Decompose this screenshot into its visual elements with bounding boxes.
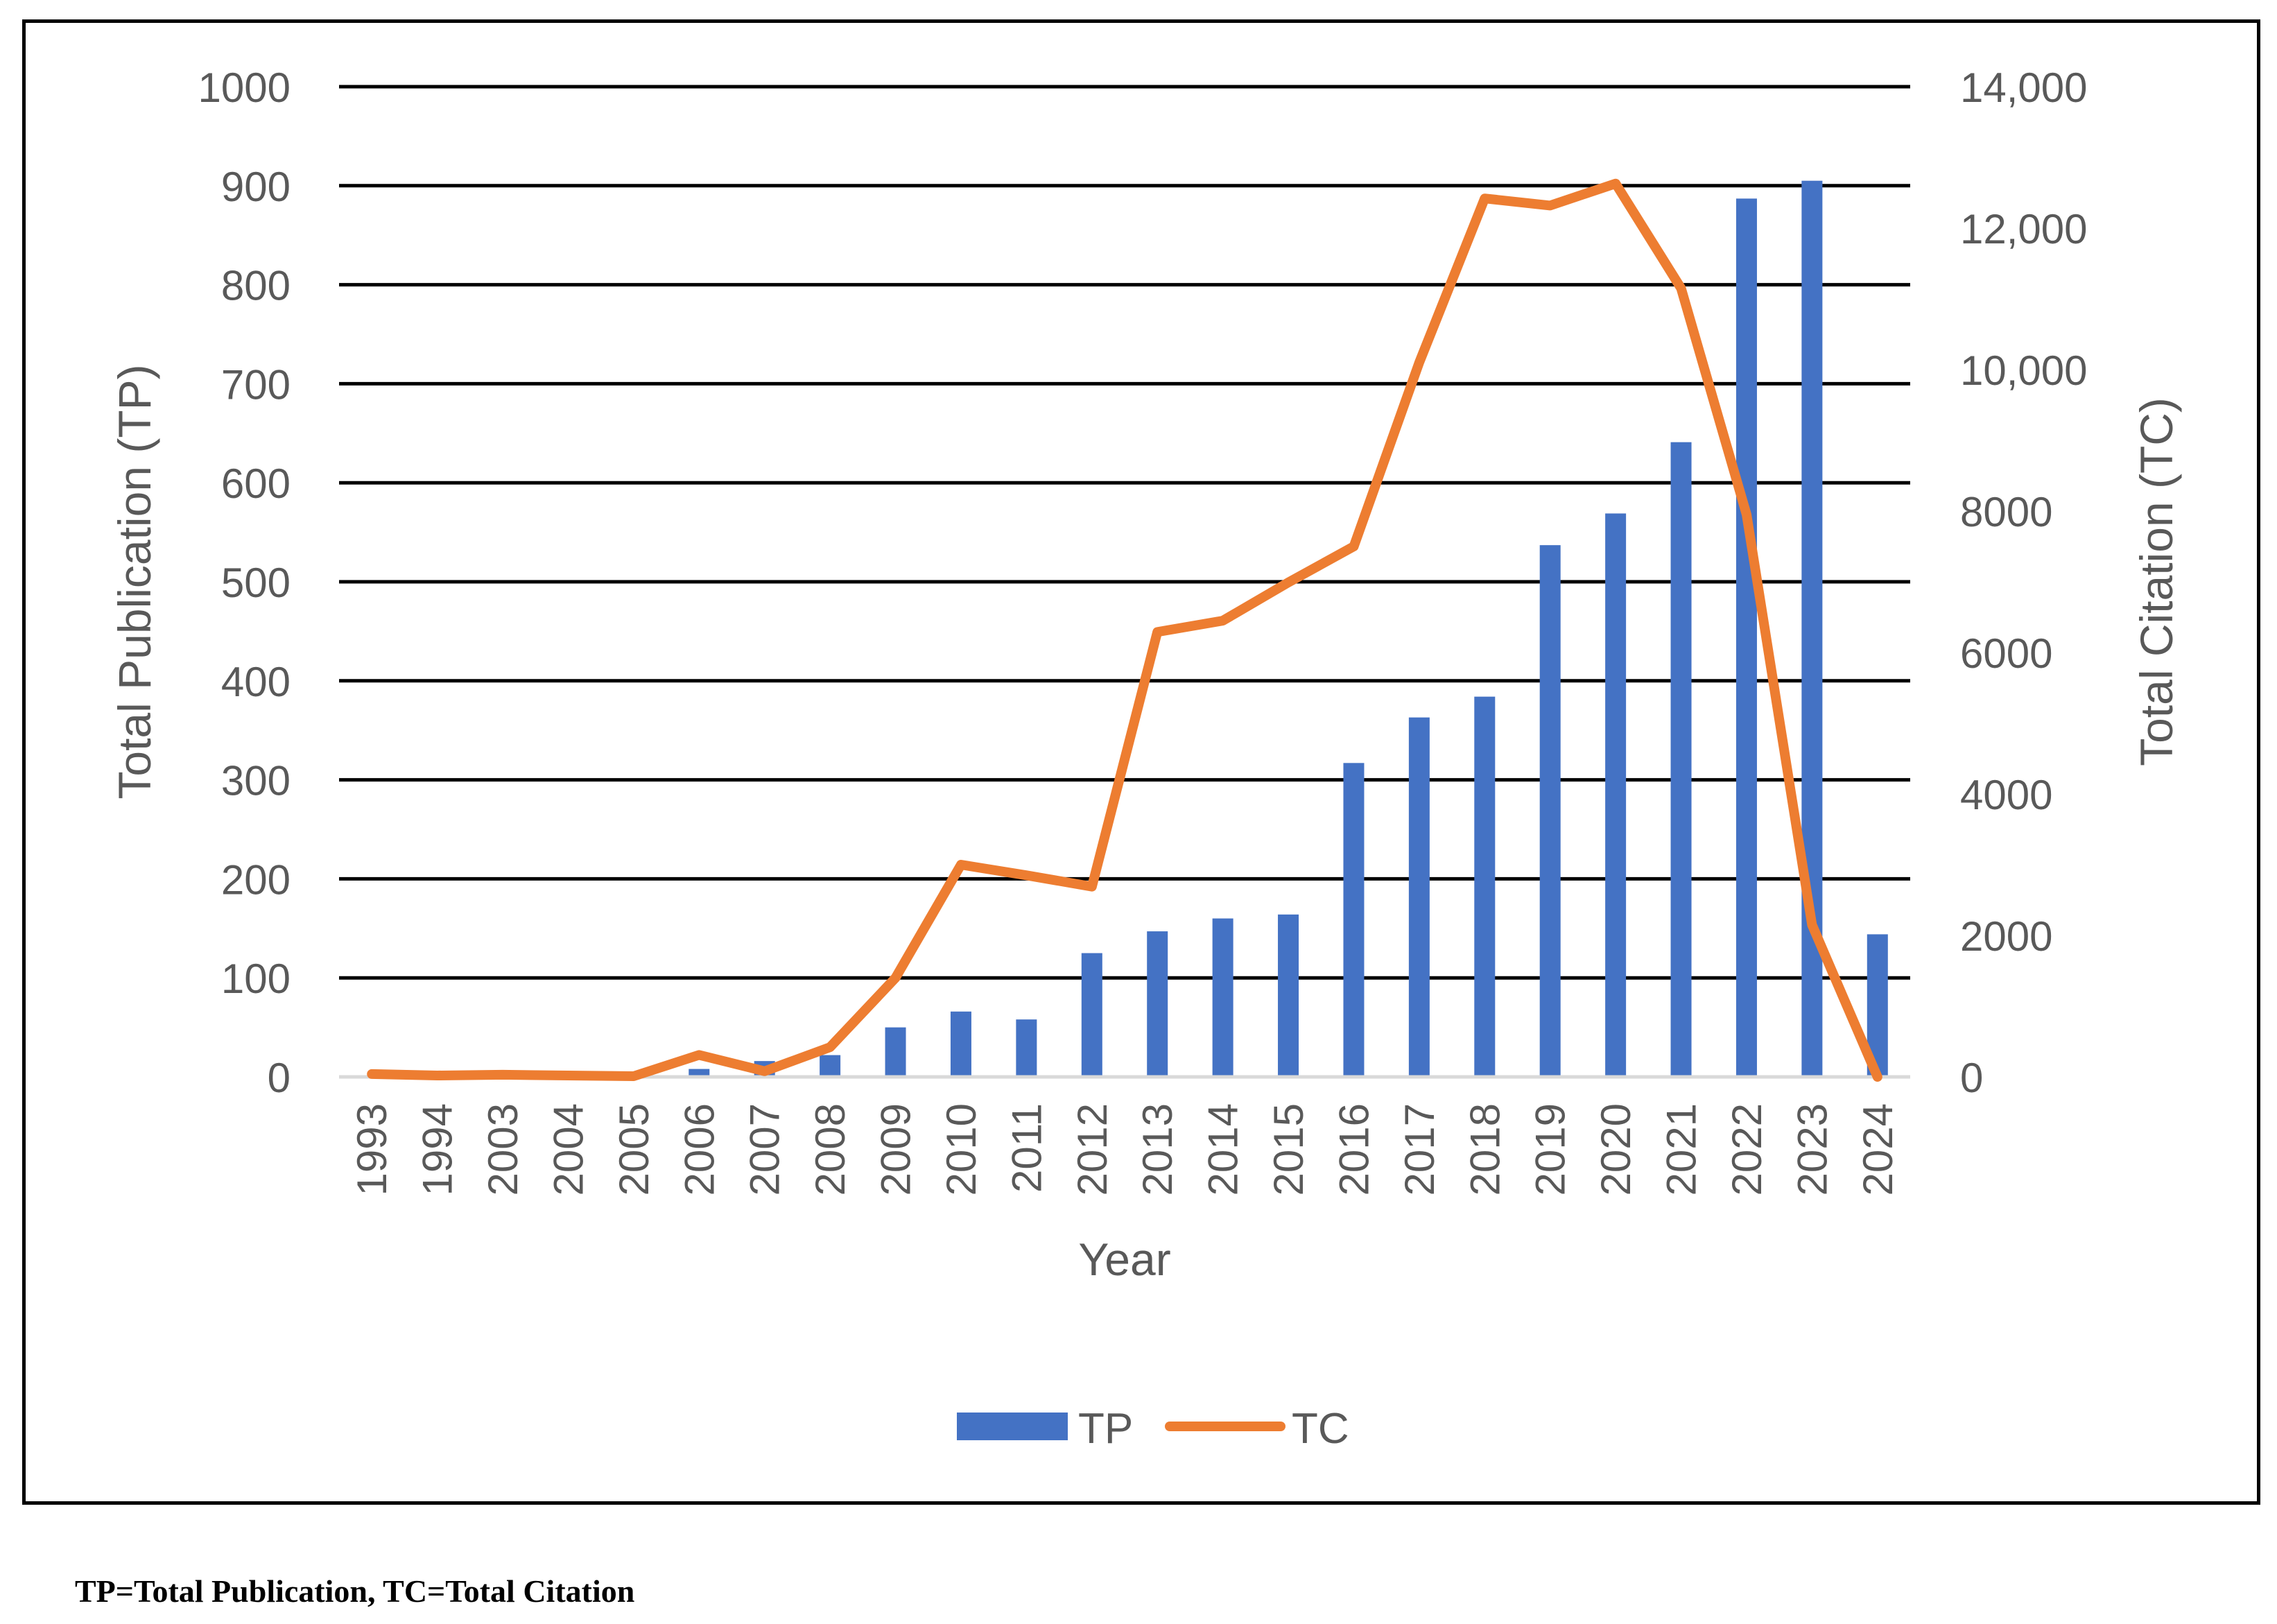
y-axis-label: Total Publication (TP) (109, 364, 160, 799)
y2-tick-label: 6000 (1960, 630, 2052, 677)
tp-bars (361, 180, 1888, 1077)
legend: TP TC (957, 1405, 1349, 1453)
x-axis-label: Year (1078, 1234, 1170, 1285)
tc-line-layer (367, 178, 1882, 1082)
y-tick-label: 600 (221, 460, 291, 507)
x-tick-label: 2009 (873, 1103, 919, 1195)
y-tick-label: 300 (221, 758, 291, 804)
x-tick-label: 2003 (480, 1103, 526, 1195)
y2-axis-label: Total Citation (TC) (2131, 397, 2182, 766)
y-tick-label: 200 (221, 856, 291, 903)
tp-bar (1605, 513, 1627, 1077)
tp-bar (1016, 1019, 1037, 1077)
y2-tick-label: 8000 (1960, 489, 2052, 535)
legend-tp-swatch (957, 1413, 1068, 1440)
x-tick-label: 2006 (676, 1103, 722, 1195)
chart: 0 100 200 300 400 500 600 700 800 900 1000 0 2000 40… (109, 64, 2182, 1453)
x-tick-label: 2019 (1527, 1103, 1574, 1195)
x-tick-label: 2013 (1134, 1103, 1181, 1195)
y2-tick-label: 12,000 (1960, 206, 2088, 252)
y2-axis-ticks: 0 2000 4000 6000 8000 10,000 12,000 14,000 (1960, 64, 2088, 1101)
y-tick-label: 1000 (198, 64, 291, 111)
x-tick-label: 2005 (611, 1103, 657, 1195)
x-tick-label: 2016 (1331, 1103, 1377, 1195)
x-tick-label: 2017 (1396, 1103, 1443, 1195)
y-tick-label: 0 (268, 1055, 291, 1101)
x-tick-label: 1994 (415, 1103, 461, 1195)
x-tick-label: 2015 (1265, 1103, 1312, 1195)
tp-bar (1278, 914, 1299, 1077)
y-tick-label: 100 (221, 956, 291, 1002)
x-tick-label: 2008 (807, 1103, 854, 1195)
x-tick-label: 2011 (1003, 1103, 1050, 1193)
y-tick-label: 700 (221, 361, 291, 408)
legend-tp-label: TP (1078, 1405, 1133, 1453)
tp-bar (1670, 442, 1692, 1077)
y2-tick-label: 2000 (1960, 913, 2052, 960)
y-tick-label: 800 (221, 263, 291, 309)
tp-bar (885, 1027, 906, 1077)
footnote: TP=Total Publication, TC=Total Citation (75, 1573, 635, 1609)
y-tick-label: 900 (221, 164, 291, 210)
y2-tick-label: 14,000 (1960, 64, 2088, 111)
tp-bar (950, 1011, 971, 1077)
x-tick-label: 2020 (1593, 1103, 1639, 1195)
x-tick-label: 2007 (742, 1103, 788, 1195)
tp-bar (1735, 198, 1757, 1077)
x-tick-label: 2004 (545, 1103, 591, 1195)
x-tick-label: 2018 (1462, 1103, 1508, 1195)
gridlines (339, 85, 1910, 980)
tp-bar (1147, 931, 1168, 1077)
tp-bar (1212, 918, 1233, 1077)
tp-bar (1408, 717, 1430, 1077)
x-tick-label: 2022 (1724, 1103, 1770, 1195)
x-tick-label: 2010 (938, 1103, 985, 1195)
tp-bar (1539, 545, 1561, 1077)
y-tick-label: 500 (221, 560, 291, 606)
tc-line (367, 178, 1882, 1082)
y2-tick-label: 4000 (1960, 772, 2052, 818)
x-tick-label: 2014 (1200, 1103, 1247, 1195)
x-tick-label: 2024 (1855, 1103, 1901, 1195)
y-tick-label: 400 (221, 659, 291, 705)
tp-bar (689, 1069, 710, 1077)
tp-bar (1343, 763, 1365, 1077)
x-tick-label: 2023 (1789, 1103, 1835, 1195)
legend-tc-label: TC (1292, 1405, 1349, 1453)
x-tick-label: 1993 (349, 1103, 395, 1195)
x-axis-ticks: 1993 1994 2003 2004 2005 2006 2007 2008 2009 2010… (349, 1103, 1901, 1195)
y-axis-ticks: 0 100 200 300 400 500 600 700 800 900 1000 (198, 64, 291, 1101)
y2-tick-label: 0 (1960, 1055, 1983, 1101)
x-tick-label: 2021 (1659, 1103, 1705, 1195)
tp-bar (1474, 696, 1496, 1077)
tp-bar (820, 1055, 841, 1077)
y2-tick-label: 10,000 (1960, 347, 2088, 394)
tp-bar (1081, 953, 1102, 1077)
x-tick-label: 2012 (1069, 1103, 1116, 1195)
chart-frame: 0 100 200 300 400 500 600 700 800 900 1000 0 2000 40… (22, 19, 2260, 1505)
